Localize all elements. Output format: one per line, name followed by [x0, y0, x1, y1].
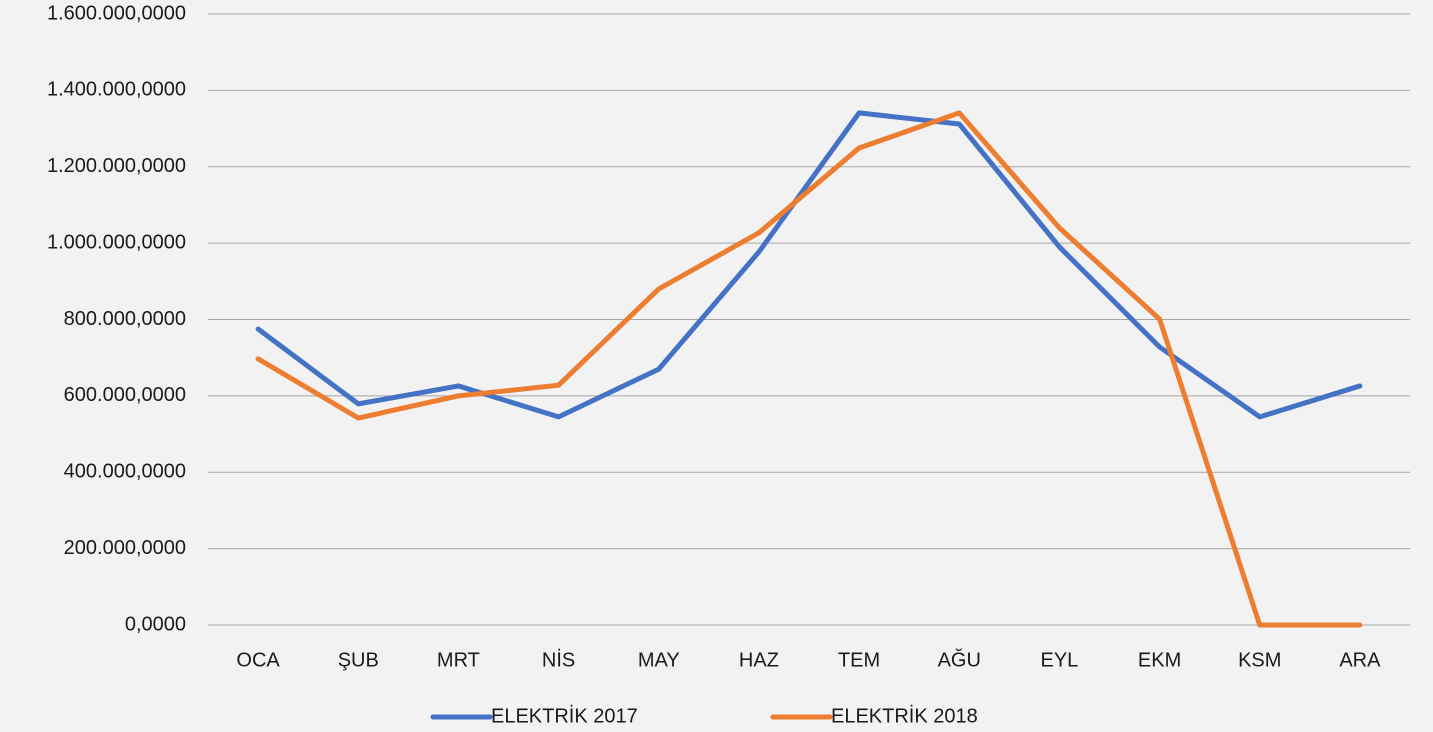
x-tick-label: KSM	[1238, 649, 1281, 671]
x-tick-label: AĞU	[938, 648, 981, 671]
legend-label: ELEKTRİK 2017	[491, 704, 638, 727]
x-tick-label: NİS	[542, 648, 575, 671]
series-line	[255, 110, 1363, 420]
y-tick-label: 1.000.000,0000	[47, 231, 186, 253]
x-tick-label: ARA	[1339, 649, 1381, 671]
x-tick-label: MAY	[638, 649, 680, 671]
x-tick-label: TEM	[838, 649, 880, 671]
series-line	[255, 110, 1363, 628]
y-tick-label: 200.000,0000	[64, 537, 186, 559]
y-tick-label: 600.000,0000	[64, 384, 186, 406]
y-tick-label: 800.000,0000	[64, 308, 186, 330]
y-tick-label: 1.600.000,0000	[47, 2, 186, 24]
legend-label: ELEKTRİK 2018	[831, 704, 978, 727]
y-tick-label: 1.400.000,0000	[47, 79, 186, 101]
x-tick-label: OCA	[236, 649, 280, 671]
x-tick-label: EKM	[1138, 649, 1181, 671]
x-tick-label: EYL	[1041, 649, 1079, 671]
y-tick-label: 400.000,0000	[64, 461, 186, 483]
y-tick-label: 0,0000	[125, 613, 186, 635]
x-tick-label: ŞUB	[338, 649, 379, 671]
x-tick-label: MRT	[437, 649, 480, 671]
x-tick-label: HAZ	[739, 649, 779, 671]
y-tick-label: 1.200.000,0000	[47, 155, 186, 177]
